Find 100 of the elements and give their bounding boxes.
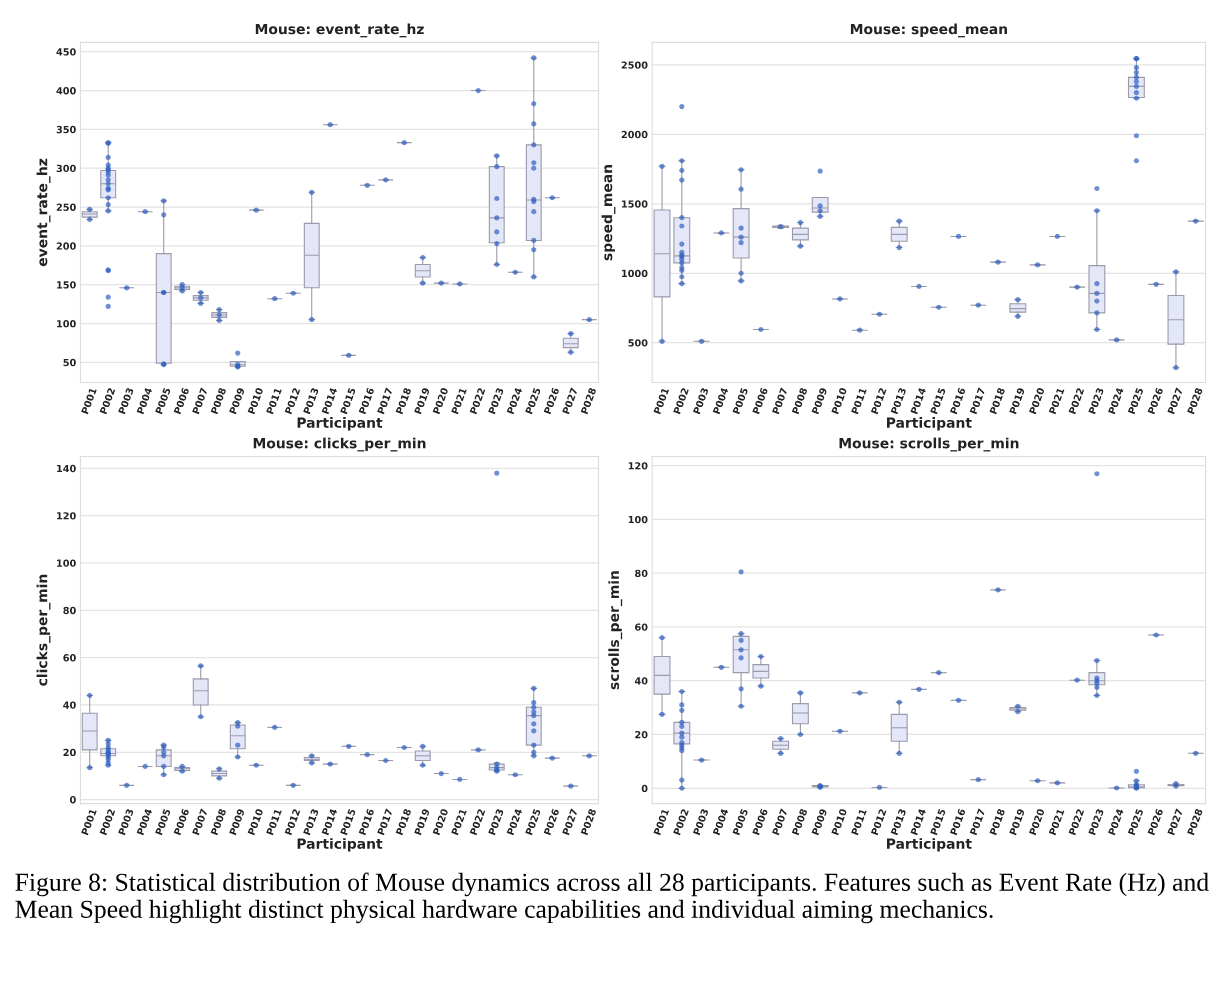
y-tick-label: 1000 xyxy=(622,269,648,278)
x-tick-label: P021 xyxy=(451,808,467,836)
x-tick-label: P001 xyxy=(81,808,97,836)
y-axis-title: clicks_per_min xyxy=(36,574,51,686)
x-tick-label: P010 xyxy=(247,387,264,415)
x-tick-label: P018 xyxy=(989,387,1006,415)
x-tick-label: P021 xyxy=(1048,387,1065,415)
x-tick-label: P019 xyxy=(414,387,430,415)
x-tick-label: P014 xyxy=(910,808,927,836)
y-tick-label: 100 xyxy=(628,515,648,524)
x-tick-label: P001 xyxy=(653,387,670,415)
x-tick-label: P002 xyxy=(673,387,689,415)
x-tick-label: P010 xyxy=(831,808,848,836)
x-tick-label: P004 xyxy=(136,387,153,415)
y-tick-label: 1500 xyxy=(622,200,648,208)
x-tick-label: P006 xyxy=(752,808,769,836)
x-tick-label: P005 xyxy=(155,387,171,415)
x-axis-title: Participant xyxy=(887,417,972,431)
x-tick-label: P017 xyxy=(377,808,393,836)
x-tick-label: P005 xyxy=(155,808,171,836)
x-tick-label: P022 xyxy=(1068,387,1085,415)
x-tick-label: P028 xyxy=(580,808,597,836)
x-tick-label: P016 xyxy=(358,808,375,836)
x-tick-label: P005 xyxy=(732,808,749,836)
x-tick-label: P028 xyxy=(1187,387,1203,415)
x-tick-label: P019 xyxy=(414,808,430,836)
x-tick-label: P013 xyxy=(303,387,319,415)
y-tick-label: 120 xyxy=(57,512,76,520)
y-tick-label: 0 xyxy=(69,796,76,804)
y-tick-label: 60 xyxy=(635,623,648,631)
x-tick-label: P014 xyxy=(910,387,927,415)
y-tick-label: 250 xyxy=(56,203,76,211)
y-tick-label: 80 xyxy=(635,569,648,578)
y-axis-title: speed_mean xyxy=(601,165,616,261)
x-tick-label: P015 xyxy=(340,808,356,836)
x-tick-label: P017 xyxy=(377,387,393,415)
x-tick-label: P012 xyxy=(870,808,887,836)
x-tick-label: P020 xyxy=(1028,387,1045,415)
y-tick-label: 40 xyxy=(63,701,76,709)
x-tick-label: P025 xyxy=(525,387,541,415)
x-tick-label: P007 xyxy=(772,808,788,836)
x-tick-label: P001 xyxy=(653,808,670,836)
chart-title: Mouse: scrolls_per_min xyxy=(839,437,1019,452)
x-tick-label: P004 xyxy=(136,808,153,836)
y-tick-label: 20 xyxy=(63,748,76,757)
x-tick-label: P026 xyxy=(543,808,560,836)
x-tick-label: P012 xyxy=(284,808,301,836)
x-tick-label: P004 xyxy=(712,387,729,415)
x-tick-label: P020 xyxy=(432,387,449,415)
x-tick-label: P020 xyxy=(432,808,449,836)
y-tick-label: 300 xyxy=(56,164,76,173)
x-tick-label: P008 xyxy=(210,808,227,836)
x-axis-title: Participant xyxy=(297,417,383,431)
chart-title: Mouse: speed_mean xyxy=(850,23,1007,38)
x-tick-label: P011 xyxy=(266,387,282,415)
x-tick-label: P026 xyxy=(1147,808,1164,836)
y-tick-label: 0 xyxy=(641,784,648,793)
y-tick-label: 60 xyxy=(63,654,76,662)
x-tick-label: P003 xyxy=(118,387,134,415)
x-tick-label: P018 xyxy=(395,808,412,836)
x-tick-label: P028 xyxy=(580,387,597,415)
chart-title: Mouse: clicks_per_min xyxy=(253,437,426,452)
y-tick-label: 400 xyxy=(56,87,76,95)
x-tick-label: P023 xyxy=(1088,387,1104,415)
y-axis-title: event_rate_hz xyxy=(36,158,51,267)
x-tick-label: P026 xyxy=(543,387,560,415)
x-tick-label: P009 xyxy=(811,387,828,415)
x-tick-label: P020 xyxy=(1028,808,1045,836)
caption: Figure 8: Statistical distribution of Mouse dynamics across all 28 participants. Features such as Event Rate (Hz) and Mean Speed highlight distinct physical hardware capabilities and individual aiming mechanics. xyxy=(15,872,1209,924)
x-tick-label: P009 xyxy=(229,808,245,836)
y-tick-label: 140 xyxy=(57,464,76,473)
x-tick-label: P023 xyxy=(488,387,504,415)
x-tick-label: P024 xyxy=(1108,387,1124,415)
x-tick-label: P019 xyxy=(1009,387,1025,415)
x-tick-label: P008 xyxy=(791,808,808,836)
y-tick-label: 20 xyxy=(635,730,648,739)
x-tick-label: P013 xyxy=(890,808,907,836)
x-tick-label: P012 xyxy=(870,387,887,415)
x-tick-label: P012 xyxy=(284,387,301,415)
x-tick-label: P023 xyxy=(488,808,504,836)
x-tick-label: P025 xyxy=(1127,387,1144,415)
x-tick-label: P023 xyxy=(1088,808,1104,836)
y-tick-label: 100 xyxy=(57,320,76,328)
x-tick-label: P013 xyxy=(890,387,907,415)
x-tick-label: P022 xyxy=(469,808,486,836)
x-tick-label: P016 xyxy=(949,808,966,836)
y-axis-title: scrolls_per_min xyxy=(608,571,623,690)
y-tick-label: 50 xyxy=(63,358,76,367)
chart-title: Mouse: event_rate_hz xyxy=(255,23,424,38)
y-tick-label: 40 xyxy=(634,677,648,685)
x-tick-label: P007 xyxy=(772,387,788,415)
x-tick-label: P002 xyxy=(673,808,689,836)
y-tick-label: 350 xyxy=(56,125,76,134)
x-tick-label: P024 xyxy=(1108,808,1124,836)
x-tick-label: P004 xyxy=(712,808,729,836)
x-tick-label: P014 xyxy=(321,387,338,415)
y-tick-label: 500 xyxy=(628,339,648,347)
y-tick-label: 2500 xyxy=(621,61,648,69)
x-tick-label: P003 xyxy=(118,808,134,836)
x-tick-label: P003 xyxy=(692,387,709,415)
